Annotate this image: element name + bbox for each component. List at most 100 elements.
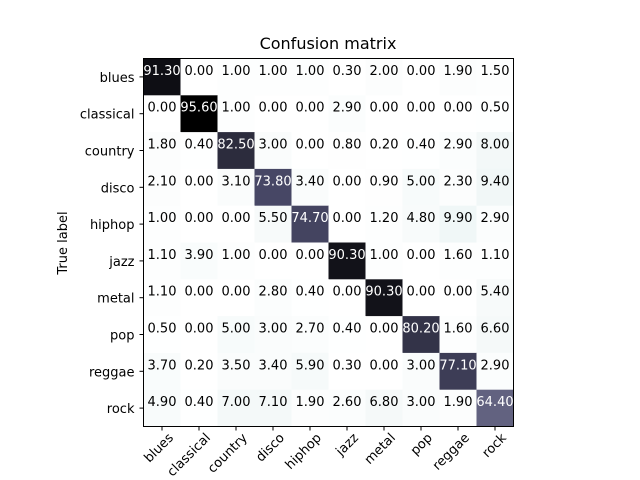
cell-value-label: 0.00 [407, 285, 436, 300]
y-tick-label: metal [97, 292, 134, 307]
heatmap-cell [143, 352, 181, 391]
heatmap-cell [476, 95, 514, 133]
cell-value-label: 0.00 [296, 138, 325, 153]
heatmap-cell [328, 352, 366, 391]
y-tick-label: blues [100, 71, 135, 86]
cell-value-label: 7.00 [222, 395, 251, 410]
heatmap-cell [328, 58, 366, 96]
heatmap-cell [291, 205, 329, 243]
heatmap-cell [476, 316, 514, 354]
heatmap-cell [476, 168, 514, 207]
cell-value-label: 5.90 [296, 358, 325, 373]
cell-value-label: 0.00 [333, 174, 362, 189]
heatmap-cell [328, 242, 366, 280]
heatmap-cell [254, 95, 292, 133]
heatmap-cell [180, 168, 218, 207]
heatmap-cell [291, 132, 329, 170]
cell-value-label: 2.80 [259, 285, 288, 300]
heatmap-cell [291, 352, 329, 391]
heatmap-cell [476, 242, 514, 280]
heatmap-cell [402, 316, 440, 354]
cell-value-label: 1.90 [444, 395, 473, 410]
cell-value-label: 1.00 [222, 248, 251, 263]
heatmap-cell [217, 168, 255, 207]
heatmap-cell [476, 389, 514, 427]
heatmap-cell [180, 95, 218, 133]
heatmap-cell [254, 168, 292, 207]
heatmap-cell [328, 132, 366, 170]
cell-value-label: 1.20 [370, 211, 399, 226]
cell-value-label: 90.30 [365, 285, 402, 300]
cell-value-label: 64.40 [476, 395, 513, 410]
cell-value-label: 0.50 [481, 101, 510, 116]
cell-value-label: 1.00 [222, 64, 251, 79]
heatmap-cell [143, 279, 181, 317]
cell-value-label: 1.90 [296, 395, 325, 410]
heatmap-cell [143, 95, 181, 133]
cell-value-label: 1.60 [444, 248, 473, 263]
heatmap-cell [217, 95, 255, 133]
heatmap-cell [180, 279, 218, 317]
cell-value-label: 0.00 [370, 322, 399, 337]
heatmap-cell [439, 279, 477, 317]
heatmap-cell [143, 58, 181, 96]
cell-value-label: 0.40 [333, 322, 362, 337]
plot-frame [143, 58, 514, 427]
heatmap-cell [365, 389, 403, 427]
heatmap-cell [439, 242, 477, 280]
cell-value-label: 0.00 [444, 285, 473, 300]
cell-value-label: 9.40 [481, 174, 510, 189]
heatmap-cell [365, 132, 403, 170]
cell-value-label: 5.40 [481, 285, 510, 300]
cell-value-label: 0.00 [407, 248, 436, 263]
cell-value-label: 0.00 [407, 64, 436, 79]
heatmap-cell [476, 58, 514, 96]
cell-value-label: 0.40 [185, 395, 214, 410]
heatmap-cell [254, 242, 292, 280]
heatmap-cell [402, 58, 440, 96]
heatmap-cell [217, 389, 255, 427]
cell-value-label: 3.50 [222, 358, 251, 373]
cell-value-label: 0.90 [370, 174, 399, 189]
heatmap-cell [143, 242, 181, 280]
heatmap-cell [439, 316, 477, 354]
cell-value-label: 0.00 [222, 211, 251, 226]
cell-value-label: 0.30 [333, 64, 362, 79]
heatmap-cells [143, 58, 514, 427]
heatmap-cell [365, 279, 403, 317]
heatmap-cell [254, 279, 292, 317]
heatmap-cell [217, 279, 255, 317]
y-axis-ticks: blues classical country disco hiphop jazz meta… [80, 71, 144, 417]
heatmap-cell [328, 95, 366, 133]
heatmap-cell [217, 132, 255, 170]
cell-value-label: 2.90 [444, 138, 473, 153]
heatmap-cell [365, 205, 403, 243]
cell-value-label: 4.90 [148, 395, 177, 410]
heatmap-cell [291, 316, 329, 354]
heatmap-cell [180, 316, 218, 354]
cell-value-label: 2.90 [333, 101, 362, 116]
cell-value-label: 0.20 [185, 358, 214, 373]
heatmap-cell [402, 279, 440, 317]
heatmap-cell [217, 352, 255, 391]
cell-value-label: 80.20 [402, 322, 439, 337]
y-axis-label: True label [56, 211, 71, 275]
heatmap-cell [476, 352, 514, 391]
heatmap-cell [402, 352, 440, 391]
cell-value-label: 0.00 [259, 101, 288, 116]
cell-value-label: 2.60 [333, 395, 362, 410]
heatmap-cell [402, 205, 440, 243]
cell-value-label: 1.00 [222, 101, 251, 116]
cell-value-label: 0.50 [148, 322, 177, 337]
heatmap-cell [365, 352, 403, 391]
cell-value-label: 0.00 [185, 174, 214, 189]
heatmap-cell [291, 95, 329, 133]
cell-value-label: 74.70 [291, 211, 328, 226]
heatmap-cell [143, 168, 181, 207]
heatmap-cell [217, 242, 255, 280]
cell-value-label: 7.10 [259, 395, 288, 410]
heatmap-cell [217, 58, 255, 96]
cell-value-label: 3.00 [407, 395, 436, 410]
heatmap-cell [365, 58, 403, 96]
heatmap-cell [291, 58, 329, 96]
